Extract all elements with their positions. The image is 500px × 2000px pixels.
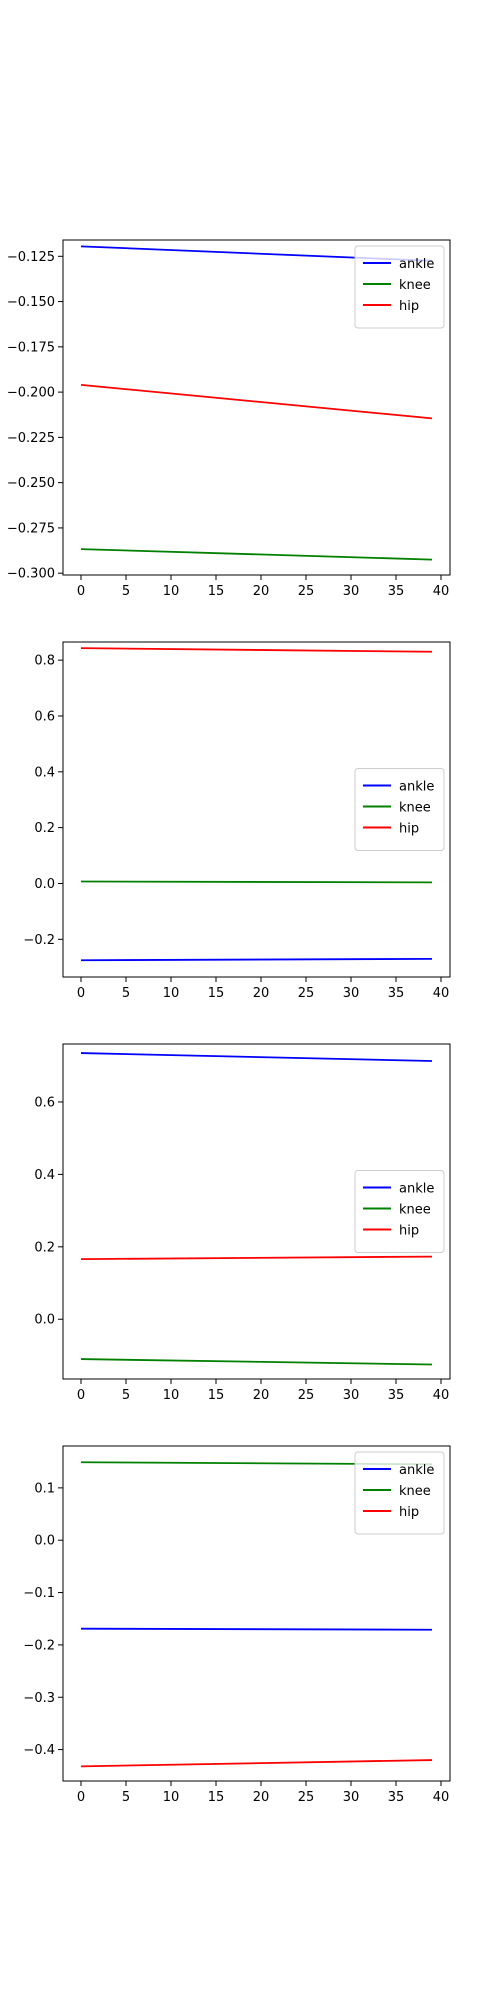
y-tick-label: 0.0 <box>34 1313 55 1328</box>
legend-label-ankle: ankle <box>399 1463 434 1478</box>
chart-3: 0 5 10 15 20 25 30 35 40 0.6 0.4 0.2 0.0 ankle knee hip <box>34 1043 451 1403</box>
x-tick-label: 0 <box>77 584 85 599</box>
y-tick-label: −0.300 <box>7 567 55 582</box>
series-line-ankle <box>80 1052 433 1062</box>
x-tick-label: 35 <box>388 1790 405 1805</box>
legend: ankle knee hip <box>354 1451 445 1535</box>
x-tick-label: 40 <box>433 1790 450 1805</box>
x-tick-label: 10 <box>163 1388 180 1403</box>
legend-label-knee: knee <box>399 278 431 293</box>
legend-label-knee: knee <box>399 1203 431 1218</box>
legend-label-ankle: ankle <box>399 780 434 795</box>
series-line-knee <box>80 548 433 561</box>
y-tick-label: 0.2 <box>34 821 55 836</box>
y-tick-label: −0.3 <box>23 1691 55 1706</box>
legend-box <box>354 768 445 851</box>
x-tick-label: 40 <box>433 1388 450 1403</box>
x-tick-label: 15 <box>208 986 225 1001</box>
x-tick-label: 40 <box>433 584 450 599</box>
y-tick-label: 0.1 <box>34 1481 55 1496</box>
x-tick-label: 15 <box>208 584 225 599</box>
x-tick-label: 20 <box>253 1388 270 1403</box>
x-tick-label: 35 <box>388 1388 405 1403</box>
y-tick-label: −0.1 <box>23 1586 55 1601</box>
series-line-hip <box>80 1759 433 1768</box>
x-tick-label: 20 <box>253 986 270 1001</box>
x-tick-label: 0 <box>77 1388 85 1403</box>
series-line-knee <box>80 1358 433 1366</box>
y-tick-label: −0.250 <box>7 476 55 491</box>
y-tick-label: 0.4 <box>34 1168 55 1183</box>
legend-box <box>354 1451 445 1535</box>
legend-label-knee: knee <box>399 801 431 816</box>
axes-frame <box>62 239 451 576</box>
y-tick-label: 0.8 <box>34 654 55 669</box>
x-tick-label: 30 <box>343 986 360 1001</box>
x-tick-label: 0 <box>77 986 85 1001</box>
x-tick-label: 5 <box>122 986 130 1001</box>
series-line-hip <box>80 647 433 653</box>
legend-label-hip: hip <box>399 1224 419 1239</box>
legend-label-hip: hip <box>399 822 419 837</box>
x-tick-label: 30 <box>343 1790 360 1805</box>
y-tick-label: −0.2 <box>23 1638 55 1653</box>
x-tick-label: 35 <box>388 584 405 599</box>
legend-label-hip: hip <box>399 1505 419 1520</box>
x-tick-label: 40 <box>433 986 450 1001</box>
chart-4: 0 5 10 15 20 25 30 35 40 0.1 0.0 −0.1 −0.2 −0.3 −0.4 an… <box>23 1445 451 1805</box>
x-tick-label: 20 <box>253 1790 270 1805</box>
axes-frame <box>62 1043 451 1380</box>
x-tick-label: 15 <box>208 1790 225 1805</box>
x-tick-label: 5 <box>122 1790 130 1805</box>
y-tick-label: −0.4 <box>23 1743 55 1758</box>
y-tick-label: −0.200 <box>7 386 55 401</box>
x-tick-label: 10 <box>163 1790 180 1805</box>
x-tick-label: 25 <box>298 584 315 599</box>
x-tick-label: 5 <box>122 584 130 599</box>
y-tick-label: −0.175 <box>7 340 55 355</box>
y-tick-label: 0.6 <box>34 709 55 724</box>
legend: ankle knee hip <box>354 768 445 851</box>
x-tick-label: 25 <box>298 986 315 1001</box>
x-tick-label: 25 <box>298 1388 315 1403</box>
y-tick-label: −0.275 <box>7 521 55 536</box>
x-tick-label: 30 <box>343 584 360 599</box>
x-tick-label: 35 <box>388 986 405 1001</box>
axes-frame <box>62 641 451 978</box>
y-tick-label: −0.150 <box>7 295 55 310</box>
x-tick-label: 5 <box>122 1388 130 1403</box>
x-tick-label: 10 <box>163 986 180 1001</box>
series-line-hip <box>80 1255 433 1261</box>
y-tick-label: −0.125 <box>7 250 55 265</box>
chart-2: 0 5 10 15 20 25 30 35 40 0.8 0.6 0.4 0.2 0.0 −0.2 ankle… <box>23 641 451 1001</box>
series-line-ankle <box>80 957 433 962</box>
series-line-ankle <box>80 1627 433 1631</box>
y-tick-label: 0.6 <box>34 1095 55 1110</box>
x-tick-label: 25 <box>298 1790 315 1805</box>
legend: ankle knee hip <box>354 245 445 329</box>
legend-box <box>354 1170 445 1253</box>
series-line-knee <box>80 880 433 884</box>
x-tick-label: 10 <box>163 584 180 599</box>
legend-label-knee: knee <box>399 1484 431 1499</box>
series-line-hip <box>80 383 433 420</box>
x-tick-label: 30 <box>343 1388 360 1403</box>
legend-label-ankle: ankle <box>399 1182 434 1197</box>
y-tick-label: 0.0 <box>34 1534 55 1549</box>
axes-frame <box>62 1445 451 1782</box>
legend-label-hip: hip <box>399 299 419 314</box>
y-tick-label: 0.2 <box>34 1240 55 1255</box>
x-tick-label: 0 <box>77 1790 85 1805</box>
x-tick-label: 15 <box>208 1388 225 1403</box>
legend: ankle knee hip <box>354 1170 445 1253</box>
legend-box <box>354 245 445 329</box>
y-tick-label: −0.225 <box>7 431 55 446</box>
x-tick-label: 20 <box>253 584 270 599</box>
legend-label-ankle: ankle <box>399 257 434 272</box>
chart-1: 0 5 10 15 20 25 30 35 40 −0.125 −0.150 −0.175 −0.200… <box>7 239 451 599</box>
y-tick-label: −0.2 <box>23 933 55 948</box>
y-tick-label: 0.0 <box>34 877 55 892</box>
y-tick-label: 0.4 <box>34 765 55 780</box>
